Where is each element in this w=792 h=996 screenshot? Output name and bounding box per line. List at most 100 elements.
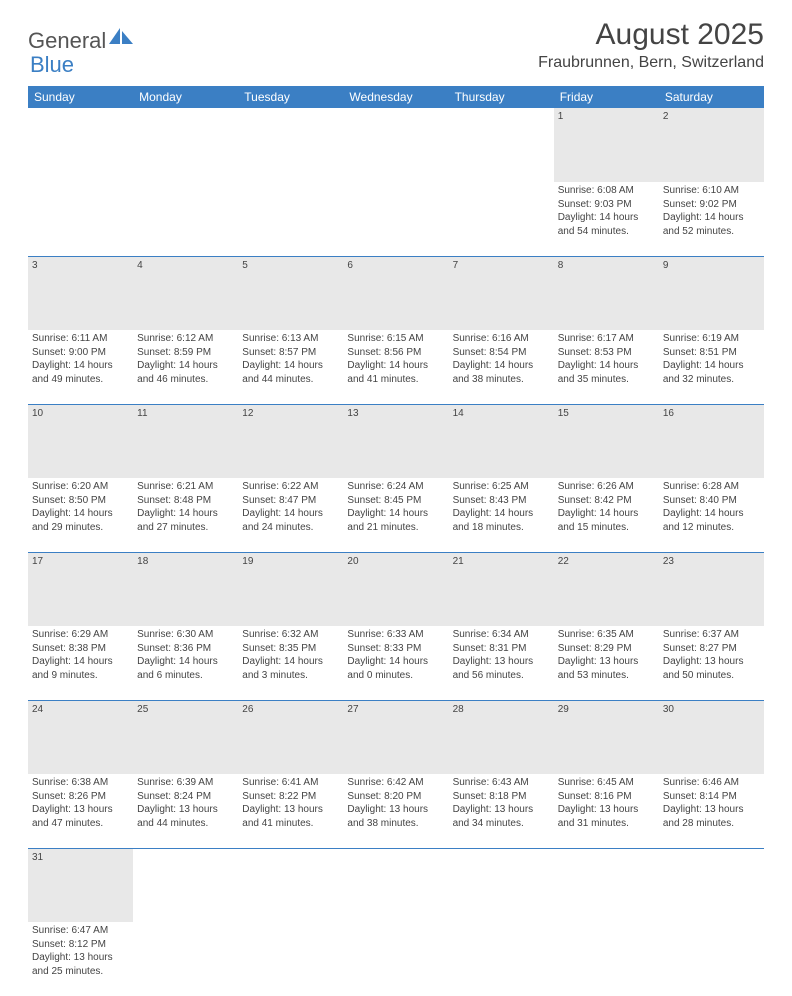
- day-number-cell: 16: [659, 404, 764, 478]
- day-cell: [28, 182, 133, 256]
- day-number-cell: 3: [28, 256, 133, 330]
- daynum-row: 3456789: [28, 256, 764, 330]
- header-sunday: Sunday: [28, 86, 133, 108]
- day-number-cell: [238, 108, 343, 182]
- day-cell: Sunrise: 6:11 AMSunset: 9:00 PMDaylight:…: [28, 330, 133, 404]
- daylight-line-2: and 29 minutes.: [32, 521, 129, 535]
- day-cell: Sunrise: 6:25 AMSunset: 8:43 PMDaylight:…: [449, 478, 554, 552]
- sunset-line: Sunset: 8:56 PM: [347, 346, 444, 360]
- sunrise-line: Sunrise: 6:13 AM: [242, 332, 339, 346]
- day-number-cell: 22: [554, 552, 659, 626]
- day-number-cell: 11: [133, 404, 238, 478]
- day-cell: Sunrise: 6:13 AMSunset: 8:57 PMDaylight:…: [238, 330, 343, 404]
- daylight-line-2: and 0 minutes.: [347, 669, 444, 683]
- sunset-line: Sunset: 8:36 PM: [137, 642, 234, 656]
- daylight-line-1: Daylight: 13 hours: [137, 803, 234, 817]
- sunrise-line: Sunrise: 6:45 AM: [558, 776, 655, 790]
- daylight-line-1: Daylight: 13 hours: [32, 803, 129, 817]
- daylight-line-2: and 53 minutes.: [558, 669, 655, 683]
- daylight-line-1: Daylight: 14 hours: [242, 655, 339, 669]
- day-cell: Sunrise: 6:32 AMSunset: 8:35 PMDaylight:…: [238, 626, 343, 700]
- sunset-line: Sunset: 8:24 PM: [137, 790, 234, 804]
- daylight-line-2: and 31 minutes.: [558, 817, 655, 831]
- daylight-line-2: and 21 minutes.: [347, 521, 444, 535]
- daylight-line-2: and 50 minutes.: [663, 669, 760, 683]
- daylight-line-2: and 47 minutes.: [32, 817, 129, 831]
- day-cell: Sunrise: 6:15 AMSunset: 8:56 PMDaylight:…: [343, 330, 448, 404]
- sunset-line: Sunset: 8:16 PM: [558, 790, 655, 804]
- sunset-line: Sunset: 8:33 PM: [347, 642, 444, 656]
- sunset-line: Sunset: 8:50 PM: [32, 494, 129, 508]
- day-number-cell: 9: [659, 256, 764, 330]
- day-number-cell: [133, 108, 238, 182]
- sunset-line: Sunset: 8:59 PM: [137, 346, 234, 360]
- day-number-cell: 30: [659, 700, 764, 774]
- sunrise-line: Sunrise: 6:35 AM: [558, 628, 655, 642]
- day-number-cell: 19: [238, 552, 343, 626]
- sunrise-line: Sunrise: 6:30 AM: [137, 628, 234, 642]
- daylight-line-1: Daylight: 13 hours: [663, 803, 760, 817]
- day-cell: Sunrise: 6:10 AMSunset: 9:02 PMDaylight:…: [659, 182, 764, 256]
- day-cell: [659, 922, 764, 996]
- day-number-cell: [449, 848, 554, 922]
- daylight-line-2: and 28 minutes.: [663, 817, 760, 831]
- day-cell: Sunrise: 6:33 AMSunset: 8:33 PMDaylight:…: [343, 626, 448, 700]
- daylight-line-2: and 44 minutes.: [137, 817, 234, 831]
- daylight-line-1: Daylight: 14 hours: [137, 359, 234, 373]
- day-number-cell: 15: [554, 404, 659, 478]
- day-cell: Sunrise: 6:38 AMSunset: 8:26 PMDaylight:…: [28, 774, 133, 848]
- day-number-cell: 21: [449, 552, 554, 626]
- daylight-line-1: Daylight: 14 hours: [347, 359, 444, 373]
- daynum-row: 24252627282930: [28, 700, 764, 774]
- daynum-row: 10111213141516: [28, 404, 764, 478]
- daylight-line-1: Daylight: 13 hours: [453, 655, 550, 669]
- sunrise-line: Sunrise: 6:39 AM: [137, 776, 234, 790]
- day-cell: Sunrise: 6:16 AMSunset: 8:54 PMDaylight:…: [449, 330, 554, 404]
- sunrise-line: Sunrise: 6:38 AM: [32, 776, 129, 790]
- day-number-cell: 28: [449, 700, 554, 774]
- daylight-line-2: and 18 minutes.: [453, 521, 550, 535]
- daylight-line-1: Daylight: 13 hours: [242, 803, 339, 817]
- header-thursday: Thursday: [449, 86, 554, 108]
- sunset-line: Sunset: 8:27 PM: [663, 642, 760, 656]
- sunset-line: Sunset: 8:22 PM: [242, 790, 339, 804]
- sunrise-line: Sunrise: 6:28 AM: [663, 480, 760, 494]
- day-number-cell: 5: [238, 256, 343, 330]
- day-cell: Sunrise: 6:22 AMSunset: 8:47 PMDaylight:…: [238, 478, 343, 552]
- daylight-line-1: Daylight: 14 hours: [663, 359, 760, 373]
- daylight-line-2: and 34 minutes.: [453, 817, 550, 831]
- daylight-line-2: and 52 minutes.: [663, 225, 760, 239]
- day-cell: [133, 182, 238, 256]
- daylight-line-1: Daylight: 13 hours: [347, 803, 444, 817]
- day-cell: Sunrise: 6:43 AMSunset: 8:18 PMDaylight:…: [449, 774, 554, 848]
- daylight-line-2: and 6 minutes.: [137, 669, 234, 683]
- daynum-row: 31: [28, 848, 764, 922]
- sunset-line: Sunset: 8:38 PM: [32, 642, 129, 656]
- sunrise-line: Sunrise: 6:41 AM: [242, 776, 339, 790]
- daylight-line-2: and 3 minutes.: [242, 669, 339, 683]
- week-row: Sunrise: 6:29 AMSunset: 8:38 PMDaylight:…: [28, 626, 764, 700]
- daylight-line-1: Daylight: 14 hours: [347, 507, 444, 521]
- day-cell: [554, 922, 659, 996]
- daylight-line-2: and 41 minutes.: [347, 373, 444, 387]
- sunset-line: Sunset: 8:48 PM: [137, 494, 234, 508]
- week-row: Sunrise: 6:47 AMSunset: 8:12 PMDaylight:…: [28, 922, 764, 996]
- daylight-line-1: Daylight: 14 hours: [137, 655, 234, 669]
- header-saturday: Saturday: [659, 86, 764, 108]
- daylight-line-2: and 46 minutes.: [137, 373, 234, 387]
- day-number-cell: 18: [133, 552, 238, 626]
- sunset-line: Sunset: 9:03 PM: [558, 198, 655, 212]
- day-number-cell: 10: [28, 404, 133, 478]
- day-cell: Sunrise: 6:41 AMSunset: 8:22 PMDaylight:…: [238, 774, 343, 848]
- daylight-line-1: Daylight: 14 hours: [347, 655, 444, 669]
- day-number-cell: 2: [659, 108, 764, 182]
- sunrise-line: Sunrise: 6:10 AM: [663, 184, 760, 198]
- day-cell: Sunrise: 6:08 AMSunset: 9:03 PMDaylight:…: [554, 182, 659, 256]
- day-number-cell: [28, 108, 133, 182]
- daylight-line-2: and 44 minutes.: [242, 373, 339, 387]
- daylight-line-1: Daylight: 13 hours: [32, 951, 129, 965]
- sunset-line: Sunset: 8:45 PM: [347, 494, 444, 508]
- sunrise-line: Sunrise: 6:21 AM: [137, 480, 234, 494]
- day-number-cell: 27: [343, 700, 448, 774]
- day-cell: Sunrise: 6:28 AMSunset: 8:40 PMDaylight:…: [659, 478, 764, 552]
